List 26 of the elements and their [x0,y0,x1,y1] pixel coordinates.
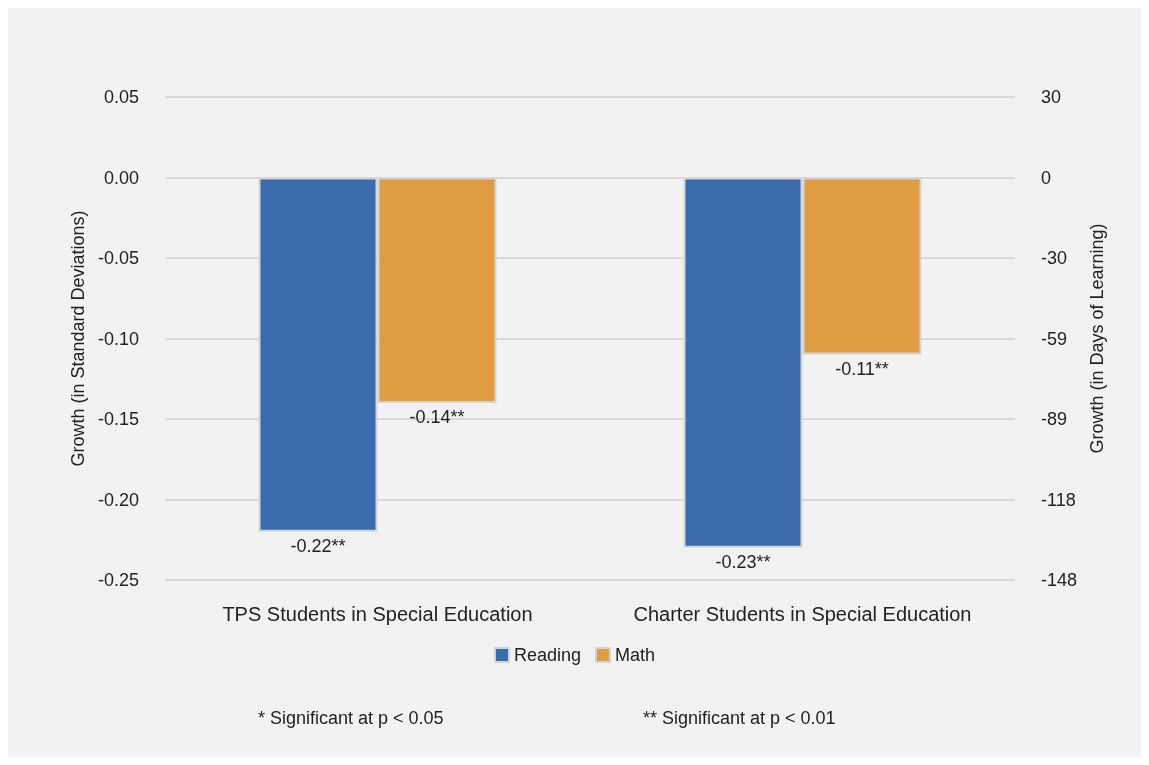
y-tick-label: -0.20 [97,489,139,510]
y2-tick-label: 0 [1041,167,1052,188]
y2-tick-label: -118 [1041,489,1076,510]
y2-tick-label: -59 [1041,328,1068,349]
y2-tick-label: -30 [1041,248,1068,268]
y-tick-label: 0.05 [103,87,139,107]
y2-tick-label: -148 [1041,570,1078,590]
y-tick-label: -0.05 [97,248,139,268]
text: ** Significant at p < 0.01 [643,708,836,728]
data-label: -0.14** [409,406,465,427]
y-tick-label: -0.10 [97,328,139,349]
data-label: -0.11** [835,358,889,379]
y2-axis-title: Growth (in Days of Learning) [1086,223,1107,454]
x-tick-label: Charter Students in Special Education [633,603,972,625]
legend-label: Reading [513,645,582,665]
y-tick-label: -0.15 [97,409,139,429]
y-axis-title: Growth (in Standard Deviations) [68,210,89,467]
data-label: -0.23** [715,551,771,572]
y2-tick-label: -89 [1041,409,1068,429]
y-tick-label: -0.25 [97,570,139,590]
x-tick-label: TPS Students in Special Education [222,603,533,625]
data-label: -0.22** [290,535,346,556]
legend-label: Math [615,645,656,665]
text: * Significant at p < 0.05 [258,708,444,728]
y2-tick-label: 30 [1041,87,1062,107]
y-tick-label: 0.00 [103,167,139,188]
